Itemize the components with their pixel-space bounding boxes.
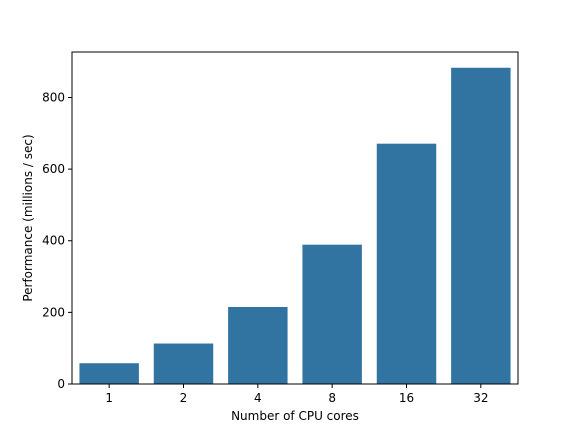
y-axis-ticks: 0 200 400 600 800 (42, 90, 72, 391)
y-axis-label: Performance (millions / sec) (21, 134, 35, 301)
bar-1 (79, 363, 139, 384)
x-tick-label: 4 (254, 391, 262, 405)
y-tick-label: 200 (42, 305, 65, 319)
bar-16 (376, 143, 437, 384)
plot-frame (71, 51, 519, 385)
x-tick-label: 1 (105, 391, 113, 405)
bar-4 (228, 306, 288, 384)
bar-32 (451, 67, 511, 384)
x-tick-label: 16 (399, 391, 414, 405)
bar-2 (153, 343, 214, 384)
x-tick-label: 32 (473, 391, 488, 405)
x-tick-label: 2 (180, 391, 188, 405)
x-tick-label: 8 (328, 391, 336, 405)
y-tick-label: 400 (42, 234, 65, 248)
bars-group (79, 67, 511, 384)
x-axis-label: Number of CPU cores (231, 409, 359, 423)
x-axis-ticks: 1 2 4 8 16 32 (105, 384, 488, 405)
bar-8 (302, 244, 362, 384)
y-tick-label: 600 (42, 162, 65, 176)
y-tick-label: 0 (57, 377, 65, 391)
y-tick-label: 800 (42, 90, 65, 104)
